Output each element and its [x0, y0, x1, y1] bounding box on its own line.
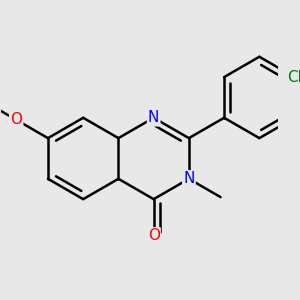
Text: O: O: [148, 228, 160, 243]
Text: O: O: [10, 112, 22, 127]
Text: Cl: Cl: [287, 70, 300, 85]
Text: N: N: [183, 171, 195, 186]
Text: N: N: [148, 110, 159, 125]
